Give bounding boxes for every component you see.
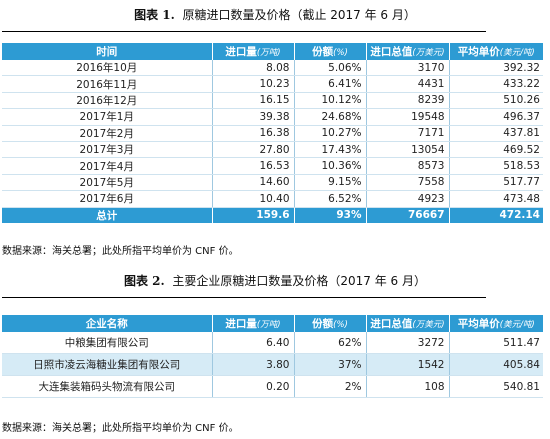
table-row: 2017年1月 39.38 24.68% 19548 496.37 [2,108,543,126]
table-row: 2017年6月 10.40 6.52% 4923 473.48 [2,190,543,208]
table-header-row: 企业名称 进口量(万吨) 份额(%) 进口总值(万美元) 平均单价(美元/吨) [2,315,543,332]
col-header-qty: 进口量(万吨) [212,315,295,332]
table-row: 2016年12月 16.15 10.12% 8239 510.26 [2,92,543,110]
figure1-source-note: 数据来源：海关总署；此处所指平均单价为 CNF 价。 [2,246,239,257]
figure2-label: 图表 2. [124,274,165,288]
table-row: 2017年2月 16.38 10.27% 7171 437.81 [2,125,543,142]
table-row: 2017年4月 16.53 10.36% 8573 518.53 [2,157,543,175]
col-header-share: 份额(%) [294,315,367,332]
table-row: 2016年10月 8.08 5.06% 3170 392.32 [2,60,543,77]
table-row: 日照市凌云海糖业集团有限公司 3.80 37% 1542 405.84 [2,353,543,376]
col-header-share: 份额(%) [294,43,367,60]
raw-sugar-import-table: 时间 进口量(万吨) 份额(%) 进口总值(万美元) 平均单价(美元/吨) 20… [2,43,543,223]
company-import-table: 企业名称 进口量(万吨) 份额(%) 进口总值(万美元) 平均单价(美元/吨) … [2,315,543,398]
col-header-time: 时间 [2,43,213,60]
table-header-row: 时间 进口量(万吨) 份额(%) 进口总值(万美元) 平均单价(美元/吨) [2,43,543,60]
figure1-title: 图表 1. 原糖进口数量及价格（截止 2017 年 6 月） [0,7,550,23]
figure2-source-note: 数据来源：海关总署；此处所指平均单价为 CNF 价。 [2,423,239,434]
col-header-qty: 进口量(万吨) [212,43,295,60]
col-header-price: 平均单价(美元/吨) [449,43,543,60]
figure2-rule [2,297,486,298]
col-header-total: 进口总值(万美元) [366,315,450,332]
col-header-total: 进口总值(万美元) [366,43,450,60]
table-row: 2016年11月 10.23 6.41% 4431 433.22 [2,75,543,93]
figure2-title: 图表 2. 主要企业原糖进口数量及价格（2017 年 6 月） [0,273,550,289]
figure2-caption: 主要企业原糖进口数量及价格（2017 年 6 月） [172,274,426,288]
figure1-label: 图表 1. [134,8,175,22]
table-row: 大连集装箱码头物流有限公司 0.20 2% 108 540.81 [2,375,543,398]
table-row: 2017年3月 27.80 17.43% 13054 469.52 [2,141,543,159]
figure1-caption: 原糖进口数量及价格（截止 2017 年 6 月） [182,8,416,22]
table-total-row: 总计 159.6 93% 76667 472.14 [2,207,543,223]
table-row: 中粮集团有限公司 6.40 62% 3272 511.47 [2,332,543,354]
table-row: 2017年5月 14.60 9.15% 7558 517.77 [2,174,543,192]
col-header-price: 平均单价(美元/吨) [449,315,543,332]
figure1-rule [2,31,486,32]
col-header-company: 企业名称 [2,315,213,332]
